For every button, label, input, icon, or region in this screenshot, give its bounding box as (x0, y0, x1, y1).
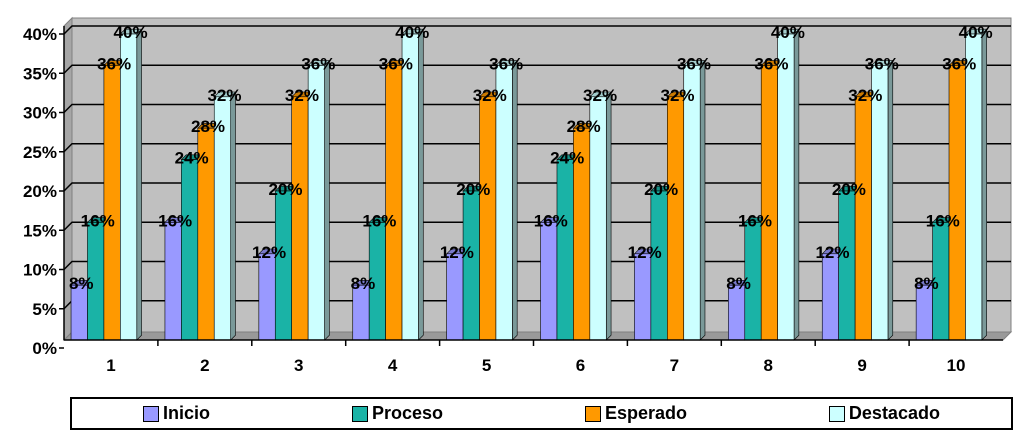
x-tick-label: 5 (482, 356, 491, 375)
data-label-inicio-2: 16% (158, 211, 192, 230)
data-label-esperado-1: 36% (97, 54, 131, 73)
y-tick-label: 10% (23, 261, 57, 280)
y-tick-label: 40% (23, 25, 57, 44)
data-label-proceso-9: 20% (832, 180, 866, 199)
data-label-destacado-9: 36% (865, 54, 899, 73)
data-label-proceso-1: 16% (81, 211, 115, 230)
legend-item-esperado: Esperado (584, 403, 687, 424)
legend-label-proceso: Proceso (371, 403, 443, 423)
legend-swatch-inicio (142, 405, 159, 422)
data-label-destacado-1: 40% (114, 23, 148, 42)
data-label-esperado-5: 32% (473, 86, 507, 105)
data-label-inicio-7: 12% (628, 243, 662, 262)
data-label-inicio-10: 8% (914, 274, 939, 293)
data-label-inicio-1: 8% (69, 274, 94, 293)
data-label-inicio-3: 12% (252, 243, 286, 262)
data-label-proceso-4: 16% (362, 211, 396, 230)
data-label-proceso-10: 16% (926, 211, 960, 230)
data-label-destacado-3: 36% (301, 54, 335, 73)
data-label-esperado-4: 36% (379, 54, 413, 73)
data-label-esperado-6: 28% (567, 117, 601, 136)
bar-destacado-3 (307, 59, 331, 341)
data-label-destacado-8: 40% (771, 23, 805, 42)
bar-chart: 8%16%36%40%16%24%28%32%12%20%32%36%8%16%… (23, 16, 1013, 375)
y-tick-label: 15% (23, 221, 57, 240)
data-label-esperado-7: 32% (661, 86, 695, 105)
x-tick-label: 8 (764, 356, 773, 375)
x-tick-label: 3 (294, 356, 303, 375)
y-tick-label: 5% (32, 300, 57, 319)
bar-destacado-7 (683, 59, 706, 341)
legend-label-destacado: Destacado (848, 403, 940, 423)
y-tick-label: 25% (23, 143, 57, 162)
y-tick-label: 30% (23, 104, 57, 123)
x-tick-label: 4 (388, 356, 398, 375)
bar-destacado-8 (776, 28, 800, 341)
x-tick-label: 1 (106, 356, 115, 375)
bar-destacado-1 (119, 28, 143, 341)
data-label-inicio-4: 8% (351, 274, 376, 293)
bar-destacado-5 (495, 59, 518, 341)
legend-swatch-destacado (828, 405, 845, 422)
data-label-esperado-10: 36% (942, 54, 976, 73)
data-label-inicio-6: 16% (534, 211, 568, 230)
data-label-proceso-7: 20% (644, 180, 678, 199)
data-label-esperado-9: 32% (848, 86, 882, 105)
data-label-proceso-6: 24% (550, 149, 584, 168)
data-label-inicio-9: 12% (815, 243, 849, 262)
legend-item-proceso: Proceso (351, 403, 443, 424)
data-label-destacado-7: 36% (677, 54, 711, 73)
legend-item-inicio: Inicio (142, 403, 210, 424)
legend-item-destacado: Destacado (828, 403, 940, 424)
data-label-inicio-5: 12% (440, 243, 474, 262)
legend: Inicio Proceso Esperado Destacado (70, 397, 1013, 430)
x-tick-label: 7 (670, 356, 679, 375)
bar-destacado-10 (964, 28, 988, 341)
bar-destacado-9 (870, 59, 894, 341)
data-label-destacado-4: 40% (395, 23, 429, 42)
data-label-destacado-5: 36% (489, 54, 523, 73)
data-label-proceso-5: 20% (456, 180, 490, 199)
y-tick-label: 0% (32, 339, 57, 358)
bar-destacado-4 (401, 28, 424, 341)
legend-label-esperado: Esperado (604, 403, 687, 423)
x-tick-label: 9 (857, 356, 866, 375)
y-tick-label: 20% (23, 182, 57, 201)
data-label-destacado-10: 40% (959, 23, 993, 42)
data-label-destacado-2: 32% (207, 86, 241, 105)
data-label-esperado-2: 28% (191, 117, 225, 136)
data-label-proceso-2: 24% (175, 149, 209, 168)
data-label-proceso-8: 16% (738, 211, 772, 230)
x-tick-label: 6 (576, 356, 585, 375)
data-label-esperado-8: 36% (754, 54, 788, 73)
gridline (63, 25, 1011, 35)
x-tick-label: 2 (200, 356, 209, 375)
data-label-inicio-8: 8% (726, 274, 751, 293)
legend-swatch-proceso (351, 405, 368, 422)
data-label-esperado-3: 32% (285, 86, 319, 105)
legend-label-inicio: Inicio (162, 403, 210, 423)
data-label-destacado-6: 32% (583, 86, 617, 105)
data-label-proceso-3: 20% (268, 180, 302, 199)
x-tick-label: 10 (947, 356, 966, 375)
y-tick-label: 35% (23, 64, 57, 83)
legend-swatch-esperado (584, 405, 601, 422)
